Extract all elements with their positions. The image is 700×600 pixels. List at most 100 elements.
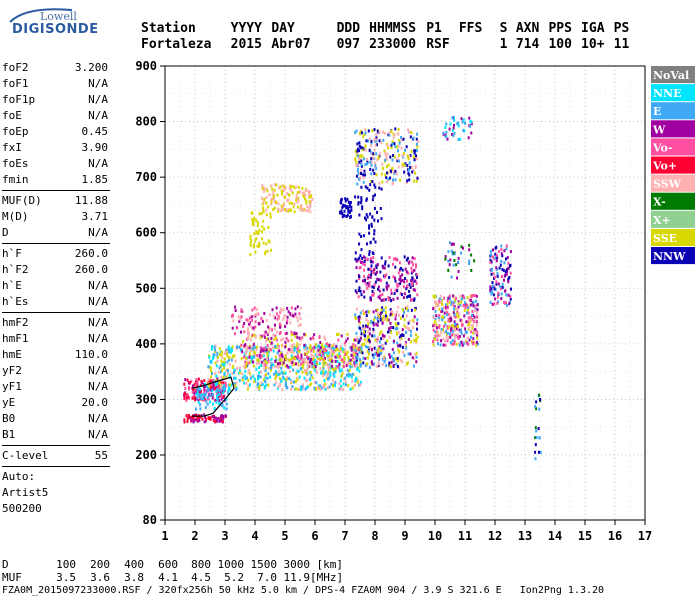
echo-point xyxy=(398,277,401,281)
x-tick-label: 15 xyxy=(578,529,592,543)
echo-point xyxy=(261,360,264,364)
echo-point xyxy=(500,292,503,296)
echo-point xyxy=(448,313,451,317)
echo-point xyxy=(257,376,260,380)
chart-points xyxy=(183,116,542,461)
echo-point xyxy=(280,370,283,374)
echo-point xyxy=(355,346,358,350)
echo-point xyxy=(245,351,248,355)
echo-point xyxy=(267,331,270,335)
echo-point xyxy=(345,351,348,355)
param-row: fxI 3.90 xyxy=(2,140,110,156)
echo-point xyxy=(265,348,268,352)
echo-point xyxy=(496,301,499,305)
echo-point xyxy=(298,350,301,354)
echo-point xyxy=(227,348,230,351)
echo-point xyxy=(354,353,356,357)
x-tick-label: 12 xyxy=(488,529,502,543)
echo-point xyxy=(250,358,253,362)
echo-point xyxy=(450,327,453,331)
echo-point xyxy=(466,308,469,312)
echo-point xyxy=(432,328,435,332)
echo-point xyxy=(289,365,292,369)
echo-point xyxy=(491,255,494,259)
echo-point xyxy=(209,400,212,404)
echo-point xyxy=(375,137,378,141)
echo-point xyxy=(470,330,473,334)
echo-point xyxy=(508,302,511,306)
echo-point xyxy=(289,312,292,316)
echo-point xyxy=(453,305,456,309)
echo-point xyxy=(497,250,500,254)
echo-point xyxy=(281,372,284,376)
echo-point xyxy=(354,289,357,293)
y-tick-label: 600 xyxy=(135,226,157,240)
echo-point xyxy=(243,374,246,378)
echo-point xyxy=(355,364,357,368)
echo-point xyxy=(378,312,381,316)
echo-point xyxy=(378,315,381,318)
echo-point xyxy=(264,385,266,389)
echo-point xyxy=(401,154,404,158)
legend-label: SSE xyxy=(653,232,677,245)
echo-point xyxy=(360,201,363,205)
echo-point xyxy=(309,371,312,374)
echo-point xyxy=(345,339,348,343)
echo-point xyxy=(367,319,369,323)
echo-point xyxy=(415,154,417,158)
echo-point xyxy=(307,365,310,369)
echo-point xyxy=(390,169,392,173)
echo-point xyxy=(216,351,219,355)
echo-point xyxy=(227,391,230,395)
echo-point xyxy=(509,250,512,254)
echo-point xyxy=(405,344,408,348)
header-labels-8: AXN xyxy=(515,21,540,36)
echo-point xyxy=(341,358,344,361)
echo-point xyxy=(384,314,387,318)
echo-point xyxy=(386,287,389,291)
echo-point xyxy=(403,170,406,174)
echo-point xyxy=(388,131,391,135)
echo-point xyxy=(365,213,368,217)
echo-point xyxy=(377,360,380,364)
echo-point xyxy=(450,302,453,306)
echo-point xyxy=(449,325,451,329)
echo-point xyxy=(343,357,346,361)
echo-point xyxy=(366,242,368,246)
legend-swatch xyxy=(651,174,695,192)
header-labels-10: IGA xyxy=(581,21,605,36)
echo-point xyxy=(291,346,294,350)
echo-point xyxy=(270,368,272,372)
param-row: hmF2 N/A xyxy=(2,315,110,331)
echo-point xyxy=(353,383,356,387)
echo-point xyxy=(279,361,282,365)
echo-point xyxy=(275,312,278,316)
echo-point xyxy=(358,286,361,290)
echo-point xyxy=(392,136,395,140)
echo-point xyxy=(459,294,462,298)
echo-point xyxy=(415,281,418,285)
echo-point xyxy=(253,377,256,381)
echo-point xyxy=(263,333,266,337)
echo-point xyxy=(300,362,302,366)
echo-point xyxy=(373,283,376,287)
echo-point xyxy=(490,287,493,291)
echo-point xyxy=(211,379,214,383)
echo-point xyxy=(457,138,460,141)
echo-point xyxy=(246,348,249,352)
echo-point xyxy=(489,261,492,265)
echo-point xyxy=(268,350,270,354)
echo-point xyxy=(390,299,393,303)
echo-point xyxy=(296,200,299,204)
echo-point xyxy=(273,206,276,210)
legend-swatch xyxy=(651,228,695,246)
echo-point xyxy=(369,167,372,171)
echo-point xyxy=(349,373,352,377)
echo-point xyxy=(378,181,381,185)
echo-point xyxy=(394,313,396,317)
echo-point xyxy=(507,261,510,265)
echo-point xyxy=(468,298,471,302)
echo-point xyxy=(310,360,313,364)
echo-point xyxy=(396,327,399,331)
echo-point xyxy=(273,194,276,198)
